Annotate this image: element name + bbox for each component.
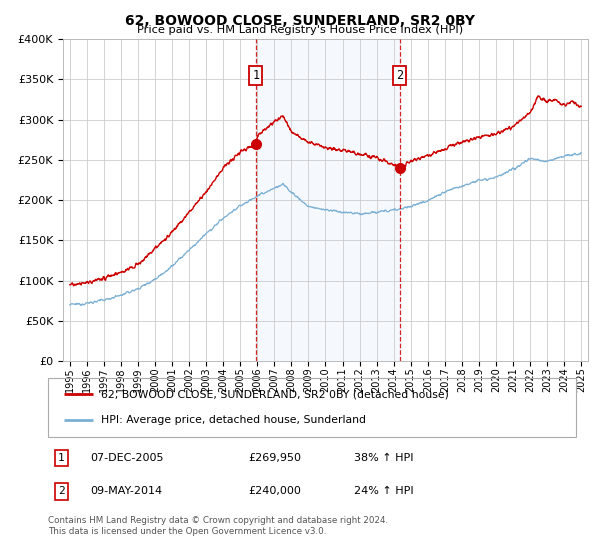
Text: £269,950: £269,950	[248, 453, 302, 463]
Text: 2: 2	[58, 487, 65, 496]
Text: Contains HM Land Registry data © Crown copyright and database right 2024.
This d: Contains HM Land Registry data © Crown c…	[48, 516, 388, 536]
Text: 07-DEC-2005: 07-DEC-2005	[90, 453, 164, 463]
Text: 1: 1	[58, 453, 65, 463]
Text: 62, BOWOOD CLOSE, SUNDERLAND, SR2 0BY (detached house): 62, BOWOOD CLOSE, SUNDERLAND, SR2 0BY (d…	[101, 389, 449, 399]
Text: 09-MAY-2014: 09-MAY-2014	[90, 487, 163, 496]
Text: 24% ↑ HPI: 24% ↑ HPI	[354, 487, 414, 496]
Bar	[256, 39, 400, 361]
Text: 2: 2	[396, 69, 403, 82]
Text: HPI: Average price, detached house, Sunderland: HPI: Average price, detached house, Sund…	[101, 416, 366, 426]
Text: 1: 1	[253, 69, 260, 82]
Text: Price paid vs. HM Land Registry's House Price Index (HPI): Price paid vs. HM Land Registry's House …	[137, 25, 463, 35]
Text: £240,000: £240,000	[248, 487, 302, 496]
Text: 38% ↑ HPI: 38% ↑ HPI	[354, 453, 414, 463]
Text: 62, BOWOOD CLOSE, SUNDERLAND, SR2 0BY: 62, BOWOOD CLOSE, SUNDERLAND, SR2 0BY	[125, 14, 475, 28]
